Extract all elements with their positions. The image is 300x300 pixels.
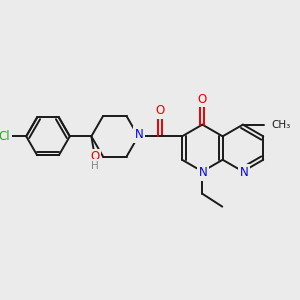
- Text: N: N: [199, 166, 208, 179]
- Text: O: O: [155, 104, 164, 117]
- Text: N: N: [135, 128, 144, 141]
- Text: H: H: [91, 161, 99, 171]
- Text: O: O: [198, 93, 207, 106]
- Text: N: N: [239, 166, 248, 179]
- Text: CH₃: CH₃: [272, 120, 291, 130]
- Text: Cl: Cl: [0, 130, 10, 143]
- Text: O: O: [90, 151, 100, 164]
